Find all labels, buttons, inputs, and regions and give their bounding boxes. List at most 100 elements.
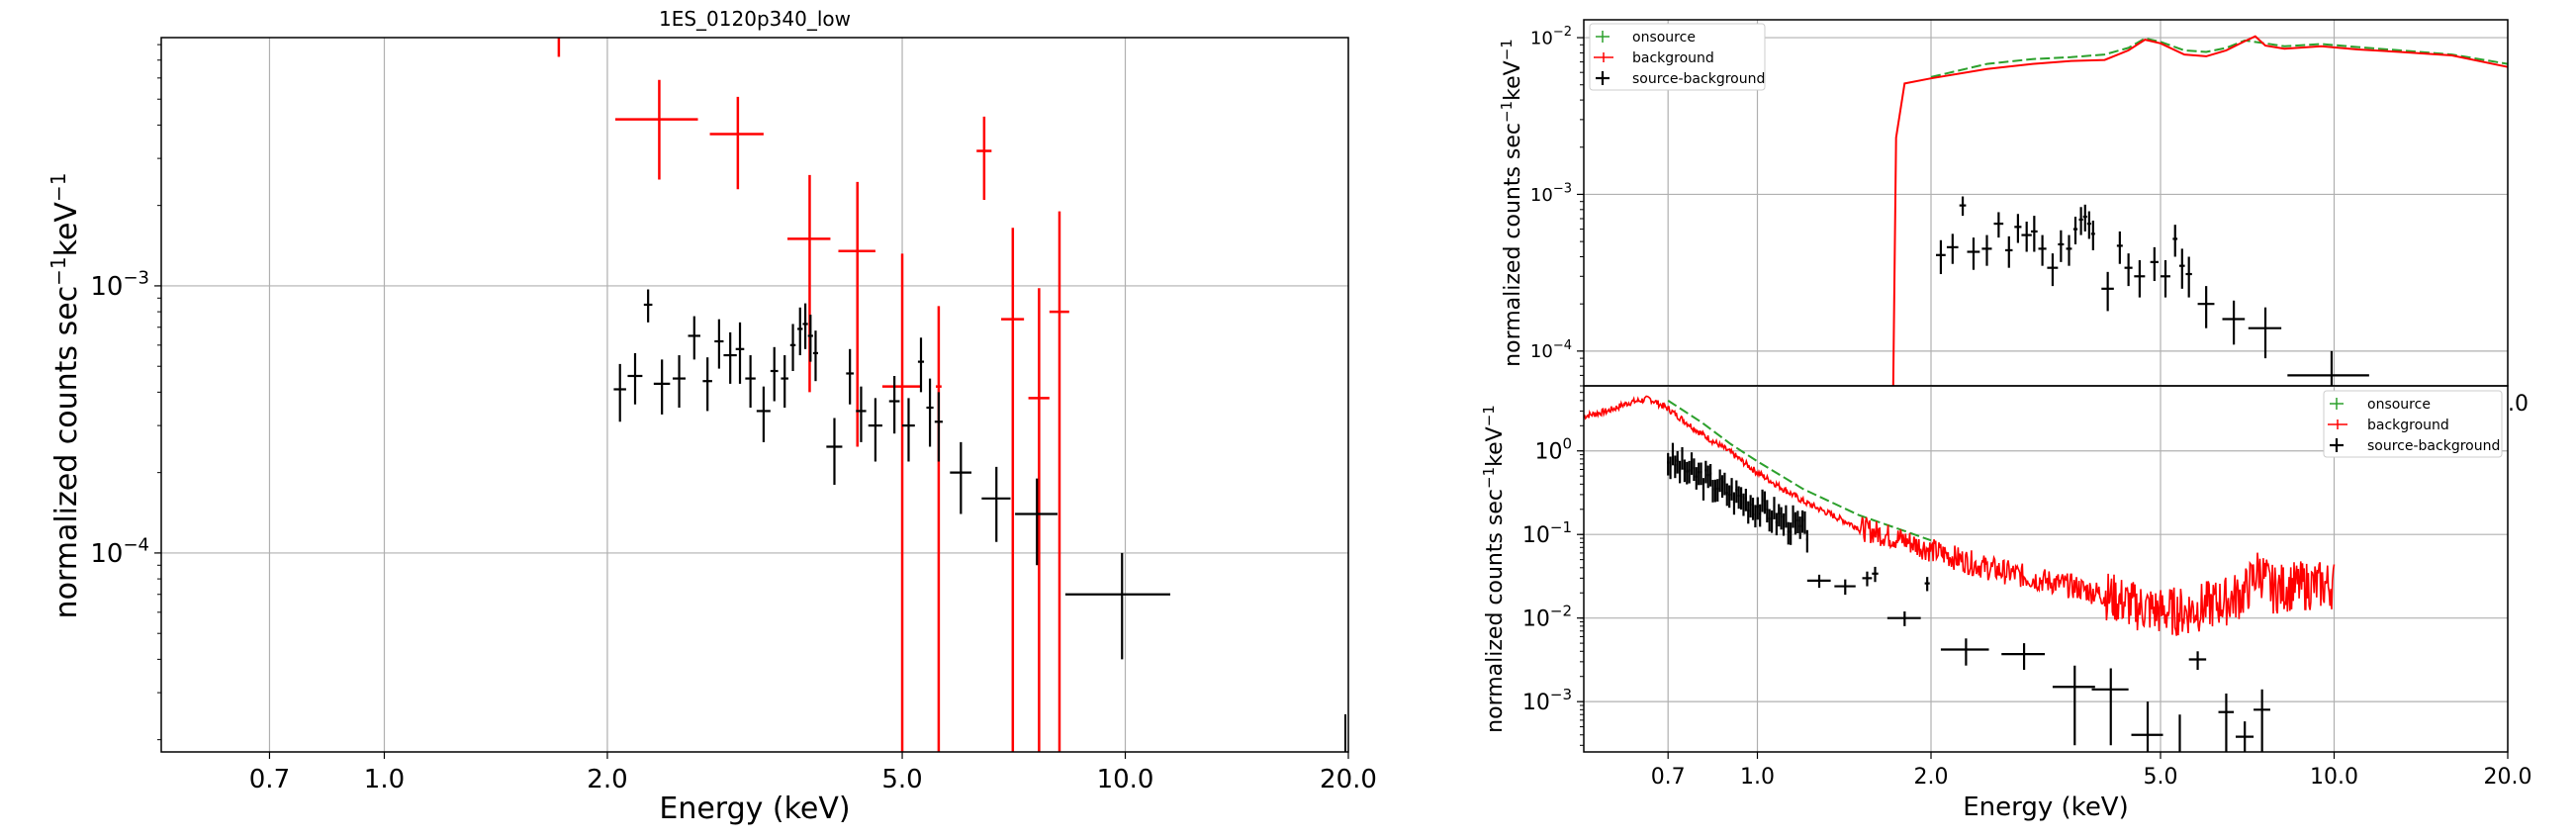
rt-source-point — [1967, 237, 1980, 270]
source-point — [745, 355, 756, 409]
left-background-series — [557, 38, 1069, 752]
y-tick-label: 10−4 — [90, 534, 149, 569]
rb-source-point — [1796, 511, 1799, 534]
rt-source-point — [2038, 234, 2047, 266]
rb-source-point — [1690, 452, 1694, 475]
rb-source-point — [1732, 492, 1736, 515]
rt-source-point — [2005, 235, 2013, 268]
rb-source-point — [2254, 689, 2270, 752]
source-point — [902, 398, 915, 462]
source-point — [926, 378, 934, 447]
y-tick-label: 10−3 — [1522, 686, 1572, 715]
rb-source-point — [1725, 483, 1728, 507]
rb-source-point — [2178, 714, 2181, 752]
rb-axes-frame — [1583, 385, 2509, 753]
rt-source-point — [2090, 220, 2095, 250]
rb-source-point — [1718, 469, 1721, 493]
source-point — [781, 355, 788, 409]
rb-source-point — [1775, 513, 1778, 536]
rb-source-point — [1924, 577, 1930, 592]
rb-legend-source: source-background — [2367, 438, 2500, 454]
rt-source-point — [2030, 216, 2038, 252]
rb-source-point — [1751, 497, 1755, 520]
source-point — [723, 331, 737, 384]
rb-source-point — [1872, 566, 1879, 583]
x-tick-label: 1.0 — [364, 765, 405, 794]
rb-source-point — [1742, 493, 1745, 516]
source-point — [856, 386, 867, 442]
left-x-axis-label: Energy (keV) — [659, 792, 850, 826]
rb-source-point — [1711, 480, 1714, 503]
rb-source-point — [1739, 487, 1743, 511]
source-point — [643, 289, 653, 323]
rb-source-point — [1862, 571, 1873, 587]
rb-source-point — [1676, 450, 1679, 474]
rb-source-point — [2218, 693, 2235, 752]
rt-legend-source: source-background — [1632, 71, 1765, 87]
rb-source-point — [2001, 643, 2046, 671]
rt-source-point — [2179, 248, 2185, 289]
rb-source-point — [1756, 497, 1759, 520]
rb-legend-onsource: onsource — [2367, 397, 2431, 413]
source-point — [627, 352, 643, 405]
x-tick-label: 0.7 — [1651, 765, 1686, 790]
source-point — [802, 303, 808, 349]
rb-source-point — [1713, 479, 1716, 503]
rt-legend-source-marker — [1596, 71, 1610, 85]
rb-source-point — [2091, 668, 2129, 746]
rb-source-point — [1700, 462, 1702, 486]
rb-legend-background: background — [2367, 418, 2449, 433]
rb-source-point — [1728, 485, 1731, 509]
rb-source-point — [1747, 501, 1750, 524]
rt-source-point — [2150, 246, 2159, 282]
background-point — [709, 96, 764, 190]
source-point — [1015, 478, 1058, 566]
rb-source-point — [1730, 478, 1733, 501]
rt-source-point — [2047, 253, 2059, 287]
y-tick-label: 10−2 — [1530, 25, 1572, 48]
rb-source-point — [1798, 516, 1801, 539]
rb-source-point — [1780, 507, 1783, 530]
rb-source-point — [1679, 460, 1682, 484]
y-tick-label: 10−2 — [1522, 602, 1572, 631]
rb-source-point — [1695, 467, 1698, 490]
rt-source-point — [2197, 286, 2215, 328]
left-grid — [161, 38, 1349, 752]
source-point — [756, 386, 771, 442]
source-point — [812, 330, 819, 382]
rb-source-point — [1702, 478, 1705, 501]
rb-source-point — [1806, 574, 1831, 589]
rt-source-point — [2086, 211, 2091, 239]
rt-corner-tick: .0 — [2508, 392, 2529, 417]
source-point — [846, 348, 854, 405]
rt-source-point — [2072, 217, 2078, 244]
rt-legend-onsource-marker — [1596, 31, 1610, 43]
source-point — [807, 315, 813, 362]
rb-legend-background-marker — [2328, 420, 2347, 429]
rt-source-point — [2185, 256, 2192, 298]
background-point — [838, 181, 875, 447]
rt-source-point — [1936, 239, 1946, 275]
x-tick-label: 10.0 — [2310, 765, 2358, 790]
source-point — [917, 337, 925, 393]
rb-source-point — [1787, 521, 1790, 545]
rt-source-point — [2134, 260, 2146, 298]
rb-source-point — [1735, 480, 1738, 504]
rb-source-point — [1688, 460, 1691, 484]
rb-y-ticks: 100 10−1 10−2 10−3 — [1522, 385, 1584, 746]
rt-source-point — [2116, 231, 2123, 264]
rb-source-point — [1940, 638, 1989, 666]
background-point — [935, 306, 942, 752]
left-y-axis-label: normalized counts sec−1keV−1 — [46, 173, 84, 619]
y-tick-label: 10−3 — [1530, 182, 1572, 206]
rb-source-point — [1667, 452, 1670, 476]
background-point — [1028, 288, 1050, 752]
left-x-ticks: 0.7 1.0 2.0 5.0 10.0 20.0 — [249, 752, 1377, 794]
rt-source-point — [2222, 300, 2246, 345]
rb-source-point — [1709, 463, 1712, 487]
rb-source-point — [2235, 721, 2254, 752]
rt-source-point — [2101, 271, 2114, 312]
rt-source-point — [1993, 212, 2004, 238]
rt-source-series — [1936, 196, 2369, 386]
x-tick-label: 5.0 — [2143, 765, 2177, 790]
